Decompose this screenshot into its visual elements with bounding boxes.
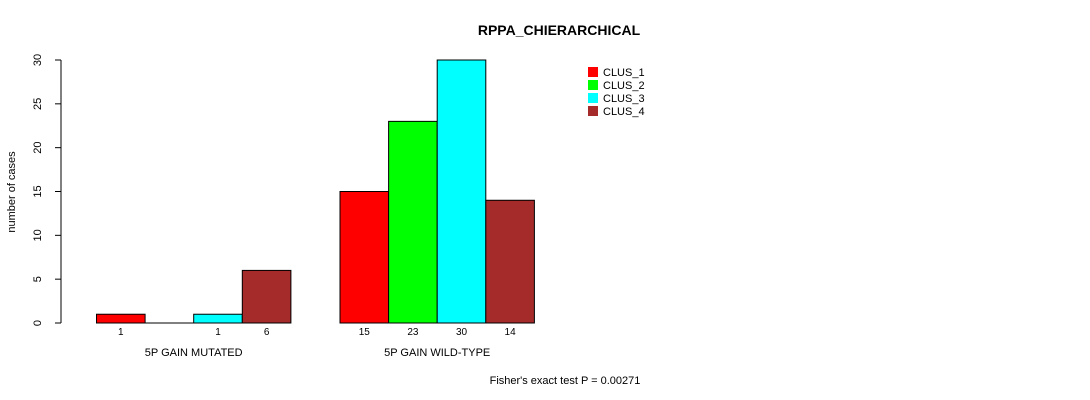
legend-label-clus-4: CLUS_4 bbox=[603, 106, 645, 118]
bar-clus-3-group-1 bbox=[193, 313, 243, 324]
legend-label-clus-3: CLUS_3 bbox=[603, 93, 645, 105]
bar-value-label: 15 bbox=[359, 327, 371, 338]
bar-clus-2-group-2 bbox=[388, 120, 438, 324]
y-tick-label: 20 bbox=[32, 142, 44, 154]
chart-title: RPPA_CHIERARCHICAL bbox=[478, 22, 641, 38]
legend-swatch-clus-3 bbox=[588, 93, 598, 103]
legend-swatch-clus-4 bbox=[588, 106, 598, 116]
bar-clus-1-group-2 bbox=[339, 191, 390, 324]
bar-clus-4-group-2 bbox=[485, 199, 535, 324]
y-tick-label: 10 bbox=[32, 229, 44, 241]
y-tick-label: 5 bbox=[32, 276, 44, 282]
y-axis-label: number of cases bbox=[6, 151, 18, 233]
bars bbox=[96, 59, 535, 324]
category-label-1: 5P GAIN MUTATED bbox=[145, 347, 243, 359]
bar-clus-1-group-1 bbox=[96, 313, 146, 324]
y-tick-label: 15 bbox=[32, 185, 44, 197]
y-tick-label: 25 bbox=[32, 98, 44, 110]
legend-swatch-clus-2 bbox=[588, 80, 598, 90]
category-label-2: 5P GAIN WILD-TYPE bbox=[384, 347, 490, 359]
legend-label-clus-1: CLUS_1 bbox=[603, 67, 645, 79]
legend-label-clus-2: CLUS_2 bbox=[603, 80, 645, 92]
bar-labels: 1 1 6 15 23 30 14 bbox=[118, 327, 516, 338]
bar-value-label: 14 bbox=[505, 327, 517, 338]
y-tick-label: 0 bbox=[32, 320, 44, 326]
bar-clus-4-group-1 bbox=[241, 269, 292, 324]
group-labels: 5P GAIN MUTATED 5P GAIN WILD-TYPE bbox=[145, 347, 490, 359]
bar-value-label: 1 bbox=[118, 327, 124, 338]
bar-clus-3-group-2 bbox=[436, 59, 487, 324]
y-axis: 0 5 10 15 20 25 30 bbox=[32, 54, 62, 326]
bar-value-label: 30 bbox=[456, 327, 468, 338]
fisher-test-footnote: Fisher's exact test P = 0.00271 bbox=[490, 375, 641, 387]
y-tick-label: 30 bbox=[32, 54, 44, 66]
legend-swatch-clus-1 bbox=[588, 67, 598, 77]
bar-value-label: 1 bbox=[215, 327, 221, 338]
bar-value-label: 6 bbox=[264, 327, 270, 338]
bar-value-label: 23 bbox=[407, 327, 419, 338]
